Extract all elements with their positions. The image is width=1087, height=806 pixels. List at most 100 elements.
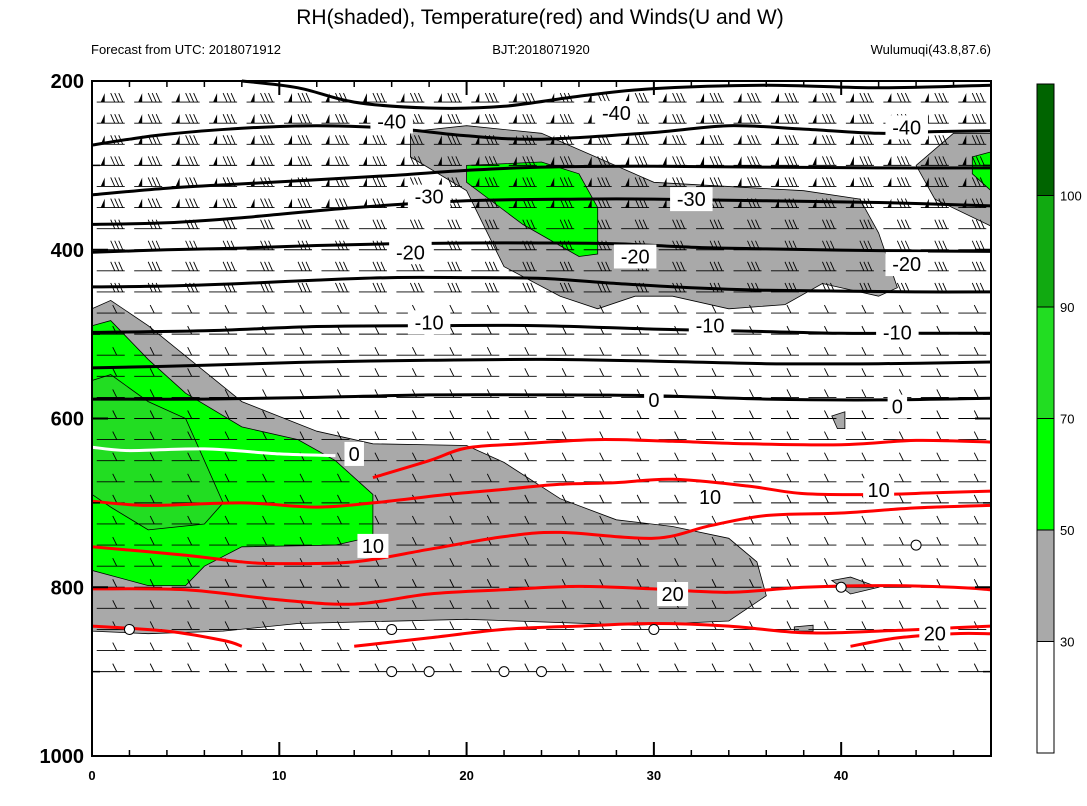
wind-barb-0-1 <box>96 92 125 103</box>
barb-feather <box>636 663 642 672</box>
wind-barb-23-13 <box>321 579 350 588</box>
wind-barb-16-13 <box>321 431 350 441</box>
wind-barb-26-17 <box>396 642 425 651</box>
wind-barb-0-39 <box>808 92 837 103</box>
barb-feather <box>299 515 305 525</box>
barb-feather <box>149 431 155 440</box>
barb-feather <box>374 410 380 419</box>
barb-feather <box>973 389 979 398</box>
barb-flag <box>138 177 143 187</box>
barb-feather <box>711 557 717 567</box>
barb-feather <box>934 261 940 272</box>
barb-feather <box>299 642 305 651</box>
barb-feather <box>222 92 228 103</box>
barb-feather <box>788 135 794 145</box>
barb-feather <box>599 536 605 546</box>
barb-feather <box>147 240 153 250</box>
barb-feather <box>305 219 311 229</box>
barb-feather <box>826 261 831 272</box>
barb-feather <box>674 557 680 567</box>
wind-barb-20-3 <box>134 515 163 525</box>
barb-feather <box>824 515 829 525</box>
wind-barb-24-29 <box>621 600 650 609</box>
y-tick-label-4: 1000 <box>40 746 85 768</box>
wind-barb-4-47 <box>958 177 987 187</box>
barb-feather <box>979 92 985 103</box>
barb-feather <box>488 219 494 229</box>
wind-barb-13-13 <box>321 368 350 377</box>
barb-flag <box>250 156 255 166</box>
barb-feather <box>339 219 344 229</box>
barb-feather <box>449 410 455 419</box>
barb-feather <box>335 156 340 166</box>
barb-feather <box>297 135 303 145</box>
barb-feather <box>305 135 311 145</box>
wind-barb-20-19 <box>433 515 462 525</box>
barb-feather <box>713 156 719 166</box>
barb-feather <box>343 156 348 166</box>
barb-feather <box>112 600 118 609</box>
barb-feather <box>674 515 680 525</box>
wind-barb-12-3 <box>134 347 163 356</box>
wind-barb-12-47 <box>958 347 987 356</box>
wind-barb-19-39 <box>808 494 837 504</box>
contour-label-4: -30 <box>677 189 706 211</box>
barb-flag <box>437 156 442 166</box>
colorbar-segment-1 <box>1036 195 1055 308</box>
wind-barb-5-9 <box>246 198 275 209</box>
barb-feather <box>486 431 492 440</box>
black-contour-4 <box>91 241 992 254</box>
wind-barb-19-3 <box>134 494 163 504</box>
wind-barb-4-33 <box>696 177 725 187</box>
wind-barb-23-19 <box>433 579 462 588</box>
barb-feather <box>260 198 265 208</box>
barb-feather <box>638 114 644 124</box>
wind-barb-24-37 <box>770 600 799 609</box>
barb-feather <box>222 114 228 124</box>
wind-barb-12-13 <box>321 347 350 356</box>
barb-feather <box>193 198 199 208</box>
barb-feather <box>867 219 873 229</box>
barb-feather <box>936 600 942 609</box>
barb-feather <box>934 177 940 187</box>
barb-feather <box>297 198 303 208</box>
contour-label-bg-7 <box>885 252 928 277</box>
barb-flag <box>774 93 779 103</box>
barb-feather <box>642 135 648 145</box>
barb-feather <box>747 261 752 272</box>
barb-flag <box>400 93 405 103</box>
barb-feather <box>268 219 273 229</box>
barb-feather <box>636 347 642 356</box>
wind-barb-13-17 <box>396 368 425 377</box>
barb-feather <box>484 114 490 124</box>
barb-feather <box>268 156 273 166</box>
barb-feather <box>717 219 723 229</box>
barb-feather <box>863 114 869 124</box>
contour-label-16: 10 <box>362 536 384 558</box>
barb-feather <box>492 219 498 229</box>
wind-barb-16-5 <box>171 431 200 441</box>
wind-barb-1-25 <box>546 114 575 124</box>
barb-flag <box>812 114 817 124</box>
barb-feather <box>149 621 155 630</box>
wind-barb-10-39 <box>808 304 837 314</box>
barb-feather <box>343 198 348 208</box>
barb-feather <box>449 600 455 609</box>
contour-label-1: -40 <box>602 103 631 125</box>
barb-feather <box>151 177 157 187</box>
barb-feather <box>530 156 536 166</box>
barb-feather <box>484 156 490 166</box>
barb-feather <box>867 135 873 145</box>
barb-flag <box>100 177 105 187</box>
x-tick-label-4: 40 <box>834 768 848 783</box>
barb-feather <box>268 114 273 124</box>
wind-barb-1-47 <box>958 114 987 124</box>
barb-feather <box>784 177 790 187</box>
wind-barb-27-21 <box>471 663 500 673</box>
wind-barb-0-37 <box>770 92 799 103</box>
barb-feather <box>411 473 417 482</box>
barb-flag <box>625 93 630 103</box>
barb-feather <box>262 515 267 525</box>
wind-barb-4-45 <box>920 177 949 187</box>
